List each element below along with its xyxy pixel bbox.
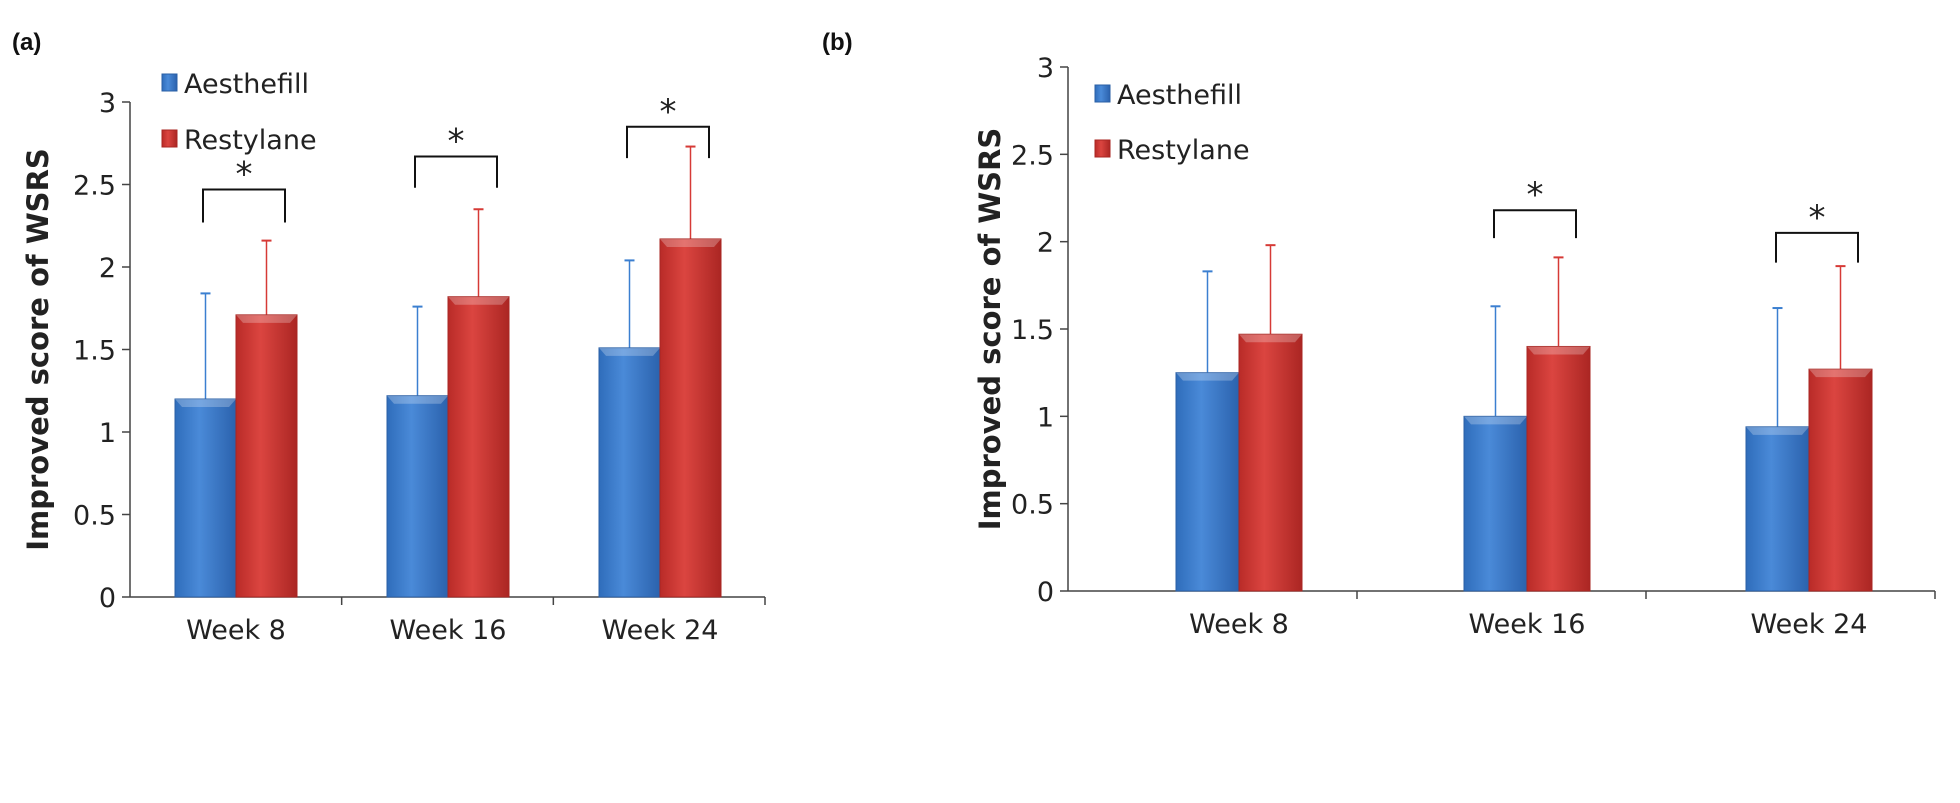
legend-swatch-aesthefill (161, 73, 178, 92)
y-tick-label: 2.5 (73, 171, 116, 202)
x-tick-label: Week 16 (1469, 609, 1586, 640)
y-tick-label: 1.5 (73, 336, 116, 367)
x-tick-label: Week 8 (186, 615, 286, 646)
bar-aesthefill (1463, 415, 1528, 592)
significance-bracket (626, 125, 710, 159)
legend-label: Aesthefill (184, 69, 309, 100)
legend-swatch-restylane (1094, 139, 1111, 158)
bar-aesthefill (598, 347, 661, 598)
significance-star: * (1809, 198, 1826, 238)
significance-bracket (1493, 209, 1577, 239)
bar-bevel (175, 399, 236, 407)
bar-restylane (1808, 368, 1873, 592)
bar-restylane (235, 314, 298, 598)
y-tick-label: 2 (99, 253, 116, 284)
bar-bevel (1809, 369, 1872, 378)
y-tick-label: 0 (1037, 577, 1054, 608)
y-tick-label: 3 (99, 88, 116, 119)
significance-bracket (202, 188, 286, 223)
bar-bevel (236, 314, 297, 323)
bar-bevel (599, 347, 660, 356)
bar-aesthefill (1745, 426, 1810, 592)
panel-label: (a) (12, 29, 41, 56)
legend-label: Restylane (184, 125, 317, 156)
significance-bracket (414, 155, 498, 188)
bar-bevel (1239, 334, 1302, 343)
y-tick-label: 1.5 (1011, 315, 1054, 346)
y-axis-label: Improved score of WSRS (21, 148, 55, 551)
x-tick-label: Week 24 (602, 615, 719, 646)
chart-panel-a: (a) Improved score of WSRS 0 0.5 1 1.5 2 2.5 3 We… (12, 29, 766, 646)
significance-bracket (1775, 231, 1859, 263)
bar-bevel (1527, 346, 1590, 355)
y-tick-label: 2 (1037, 228, 1054, 259)
bar-restylane (1526, 345, 1591, 592)
bar-bevel (387, 395, 448, 404)
y-tick-label: 3 (1037, 53, 1054, 84)
bar-bevel (1746, 426, 1809, 435)
legend-swatch-restylane (161, 129, 178, 148)
significance-star: * (660, 92, 677, 132)
bar-aesthefill (1175, 372, 1240, 592)
y-tick-label: 0.5 (73, 501, 116, 532)
y-axis-label: Improved score of WSRS (973, 128, 1007, 531)
y-tick-label: 1 (99, 418, 116, 449)
x-tick-label: Week 16 (390, 615, 507, 646)
bar-bevel (1176, 372, 1239, 381)
bar-bevel (1464, 416, 1527, 425)
legend-label: Aesthefill (1117, 80, 1242, 111)
bar-bevel (660, 238, 721, 247)
y-tick-label: 0.5 (1011, 490, 1054, 521)
bar-bevel (448, 296, 509, 305)
significance-star: * (448, 121, 465, 161)
chart-panel-b: (b) Improved score of WSRS 0 0.5 1 1.5 2 2.5 3 We… (822, 29, 1936, 640)
bar-restylane (1238, 333, 1303, 592)
bar-restylane (659, 238, 722, 598)
legend-swatch-aesthefill (1094, 84, 1111, 103)
bar-aesthefill (174, 398, 237, 598)
bar-aesthefill (386, 395, 449, 598)
y-tick-label: 2.5 (1011, 140, 1054, 171)
y-tick-label: 0 (99, 583, 116, 614)
x-tick-label: Week 24 (1751, 609, 1868, 640)
y-tick-label: 1 (1037, 402, 1054, 433)
x-tick-label: Week 8 (1189, 609, 1289, 640)
panel-label: (b) (822, 29, 853, 56)
bar-restylane (447, 296, 510, 598)
significance-star: * (236, 154, 253, 194)
significance-star: * (1527, 175, 1544, 215)
legend-label: Restylane (1117, 135, 1250, 166)
